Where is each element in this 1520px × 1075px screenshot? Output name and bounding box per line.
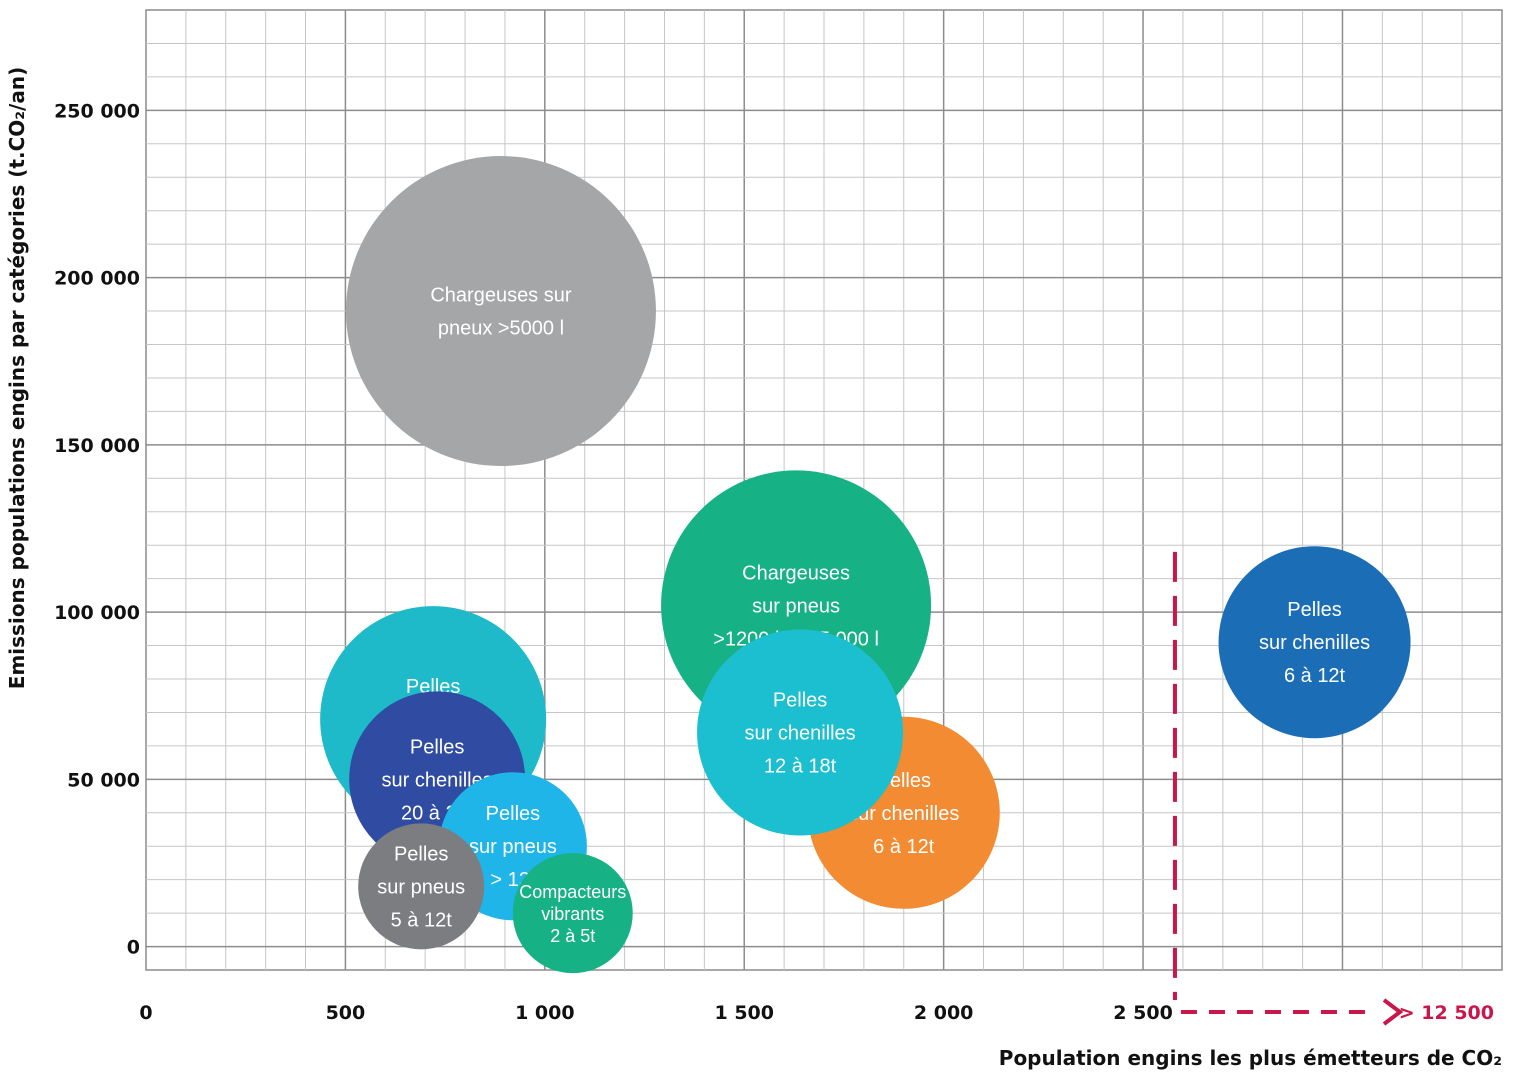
x-tick-label: 1 000 xyxy=(515,1002,575,1024)
bubbles: Chargeuses sur pneux >5000 l Chargeuses sur… xyxy=(320,156,1411,974)
bubble-circle xyxy=(1218,546,1411,739)
x-tick-label: 1 500 xyxy=(714,1002,774,1024)
y-tick-label: 250 000 xyxy=(54,100,140,122)
bubble-label: sur chenilles xyxy=(848,803,959,825)
bubble-label: 5 à 12t xyxy=(391,909,453,931)
bubble-label: Pelles xyxy=(486,803,540,825)
y-tick-label: 100 000 xyxy=(54,602,140,624)
bubble-label: 2 à 5t xyxy=(550,926,595,946)
x-tick-label: 500 xyxy=(326,1002,366,1024)
axes: 0 500 1 000 1 500 2 000 2 500 0 50 000 100 000 15… xyxy=(5,67,1502,1070)
y-tick-label: 150 000 xyxy=(54,435,140,457)
bubble-label: sur pneus xyxy=(377,876,465,898)
bubble-circle xyxy=(697,629,904,836)
bubble-label: sur pneus xyxy=(469,836,557,858)
bubble-0: Chargeuses sur pneux >5000 l xyxy=(345,156,656,467)
y-tick-label: 200 000 xyxy=(54,268,140,290)
arrowhead-icon xyxy=(1382,998,1404,1026)
bubble-label: Compacteurs xyxy=(519,882,626,902)
bubble-5: Pelles sur chenilles 12 à 18t xyxy=(697,629,904,836)
bubble-label: 12 à 18t xyxy=(764,756,837,778)
bubble-label: vibrants xyxy=(541,904,604,924)
bubble-circle xyxy=(512,853,633,974)
bubble-label: Chargeuses sur xyxy=(430,285,572,307)
bubble-label: sur pneus xyxy=(752,595,840,617)
y-axis-title: Emissions populations engins par catégor… xyxy=(5,67,29,689)
y-tick-label: 0 xyxy=(127,937,140,959)
axis-break: > 12 500 xyxy=(1172,551,1494,1026)
bubble-label: 6 à 12t xyxy=(873,836,935,858)
bubble-label: pneux >5000 l xyxy=(438,318,564,340)
bubble-label: Chargeuses xyxy=(742,562,850,584)
bubble-label: Pelles xyxy=(394,843,448,865)
bubble-label: 6 à 12t xyxy=(1284,665,1346,687)
bubble-label: sur chenilles xyxy=(744,723,855,745)
bubble-label: sur chenilles xyxy=(1259,632,1370,654)
bubble-8: Pelles sur pneus 5 à 12t xyxy=(358,823,485,950)
y-tick-label: 50 000 xyxy=(67,769,140,791)
bubble-2: Pelles sur chenilles 6 à 12t xyxy=(1218,546,1411,739)
x-tick-label: 2 000 xyxy=(914,1002,974,1024)
bubble-label: sur chenilles xyxy=(382,769,493,791)
x-axis-title: Population engins les plus émetteurs de … xyxy=(999,1046,1502,1070)
bubble-circle xyxy=(358,823,485,950)
x-tick-label: 2 500 xyxy=(1113,1002,1173,1024)
bubble-label: Pelles xyxy=(410,736,464,758)
bubble-circle xyxy=(345,156,656,467)
bubble-label: Pelles xyxy=(1287,599,1341,621)
bubble-label: Pelles xyxy=(773,690,827,712)
x-tick-label: 0 xyxy=(139,1002,152,1024)
break-value-label: > 12 500 xyxy=(1399,1002,1494,1024)
